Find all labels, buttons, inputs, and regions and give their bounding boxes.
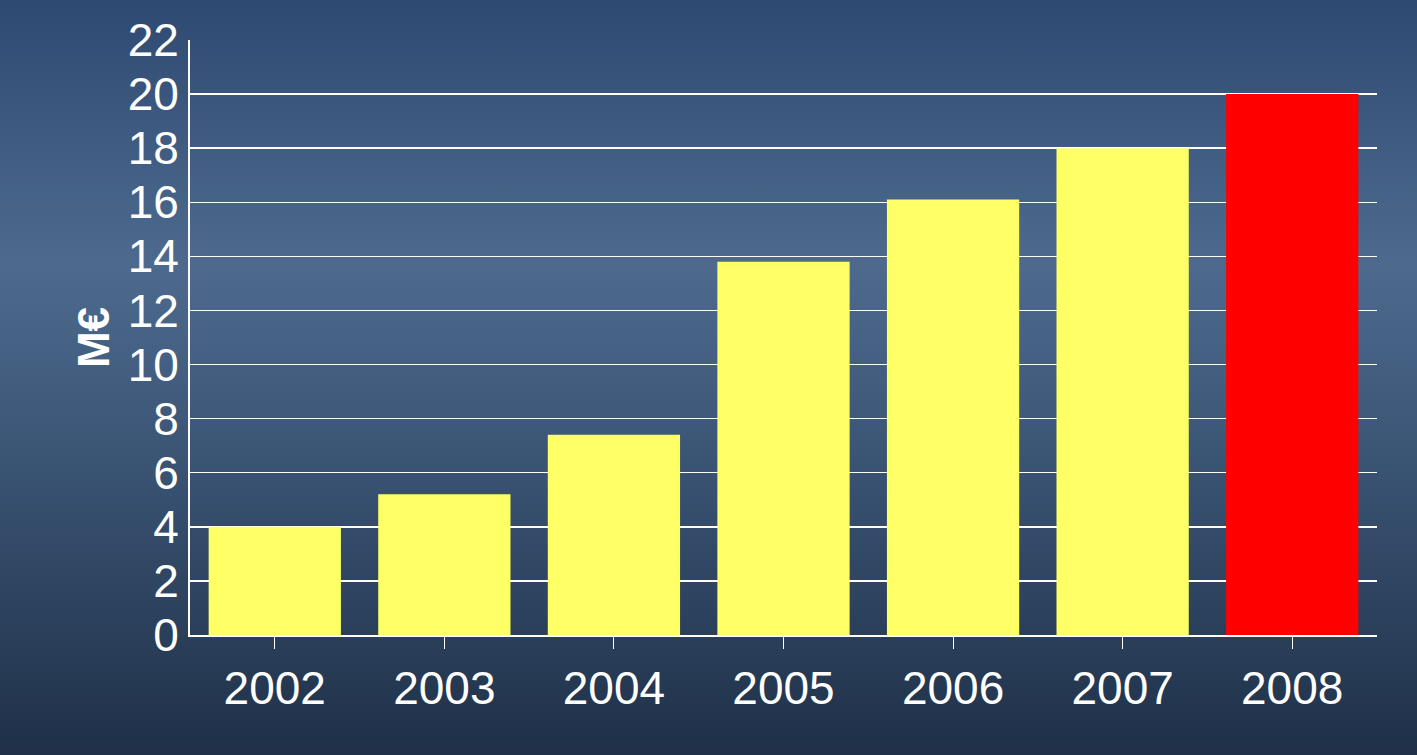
svg-text:20: 20 <box>128 68 179 120</box>
svg-text:2007: 2007 <box>1071 662 1173 714</box>
svg-text:2008: 2008 <box>1241 662 1343 714</box>
svg-text:2005: 2005 <box>732 662 834 714</box>
svg-text:2006: 2006 <box>902 662 1004 714</box>
svg-text:M€: M€ <box>69 307 118 368</box>
svg-text:2003: 2003 <box>393 662 495 714</box>
svg-text:18: 18 <box>128 122 179 174</box>
svg-text:2002: 2002 <box>224 662 326 714</box>
svg-text:22: 22 <box>128 14 179 66</box>
svg-text:14: 14 <box>128 230 179 282</box>
svg-text:16: 16 <box>128 176 179 228</box>
svg-text:4: 4 <box>153 501 179 553</box>
svg-text:2: 2 <box>153 555 179 607</box>
svg-text:12: 12 <box>128 285 179 337</box>
svg-text:0: 0 <box>153 609 179 661</box>
svg-text:8: 8 <box>153 393 179 445</box>
svg-text:2004: 2004 <box>563 662 665 714</box>
svg-text:10: 10 <box>128 339 179 391</box>
svg-text:6: 6 <box>153 447 179 499</box>
